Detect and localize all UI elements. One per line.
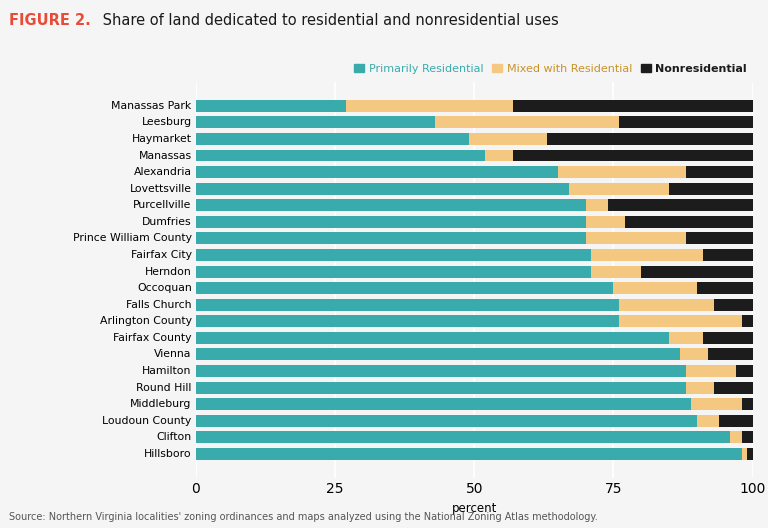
Bar [742,315,753,327]
Bar [468,133,547,145]
Bar [558,166,686,178]
Bar [614,282,697,294]
Bar [703,249,753,261]
Bar [585,216,624,228]
Bar [435,116,619,128]
Bar [697,282,753,294]
Bar [196,100,346,112]
Bar [196,199,585,211]
Bar [513,100,753,112]
Bar [196,149,485,162]
Bar [196,166,558,178]
Bar [196,216,585,228]
Bar [591,266,641,278]
Bar [719,415,753,427]
Bar [669,332,703,344]
Bar [708,348,753,361]
Bar [619,315,741,327]
Bar [619,299,713,310]
Bar [547,133,753,145]
Bar [686,166,753,178]
Bar [196,266,591,278]
Bar [196,332,669,344]
Bar [641,266,753,278]
Text: Source: Northern Virginia localities' zoning ordinances and maps analyzed using : Source: Northern Virginia localities' zo… [9,512,598,522]
Bar [196,315,619,327]
Bar [196,133,468,145]
X-axis label: percent: percent [452,502,497,515]
Bar [196,398,691,410]
Bar [569,183,669,195]
Bar [196,183,569,195]
Bar [196,299,619,310]
Bar [196,382,686,393]
Bar [196,116,435,128]
Bar [742,448,747,460]
Bar [742,398,753,410]
Bar [713,299,753,310]
Bar [747,448,753,460]
Bar [196,249,591,261]
Bar [686,232,753,244]
Bar [697,415,719,427]
Bar [196,282,614,294]
Text: Share of land dedicated to residential and nonresidential uses: Share of land dedicated to residential a… [98,13,559,28]
Bar [196,415,697,427]
Bar [686,365,736,377]
Bar [742,431,753,444]
Bar [691,398,741,410]
Bar [686,382,713,393]
Bar [730,431,742,444]
Legend: Primarily Residential, Mixed with Residential, Nonresidential: Primarily Residential, Mixed with Reside… [354,64,747,74]
Bar [346,100,513,112]
Bar [736,365,753,377]
Bar [619,116,753,128]
Bar [713,382,753,393]
Bar [703,332,753,344]
Bar [513,149,753,162]
Bar [607,199,753,211]
Bar [196,431,730,444]
Bar [485,149,513,162]
Bar [669,183,753,195]
Bar [196,348,680,361]
Bar [585,199,608,211]
Bar [196,232,585,244]
Bar [585,232,686,244]
Bar [680,348,708,361]
Bar [624,216,753,228]
Bar [196,448,742,460]
Text: FIGURE 2.: FIGURE 2. [9,13,91,28]
Bar [591,249,703,261]
Bar [196,365,686,377]
